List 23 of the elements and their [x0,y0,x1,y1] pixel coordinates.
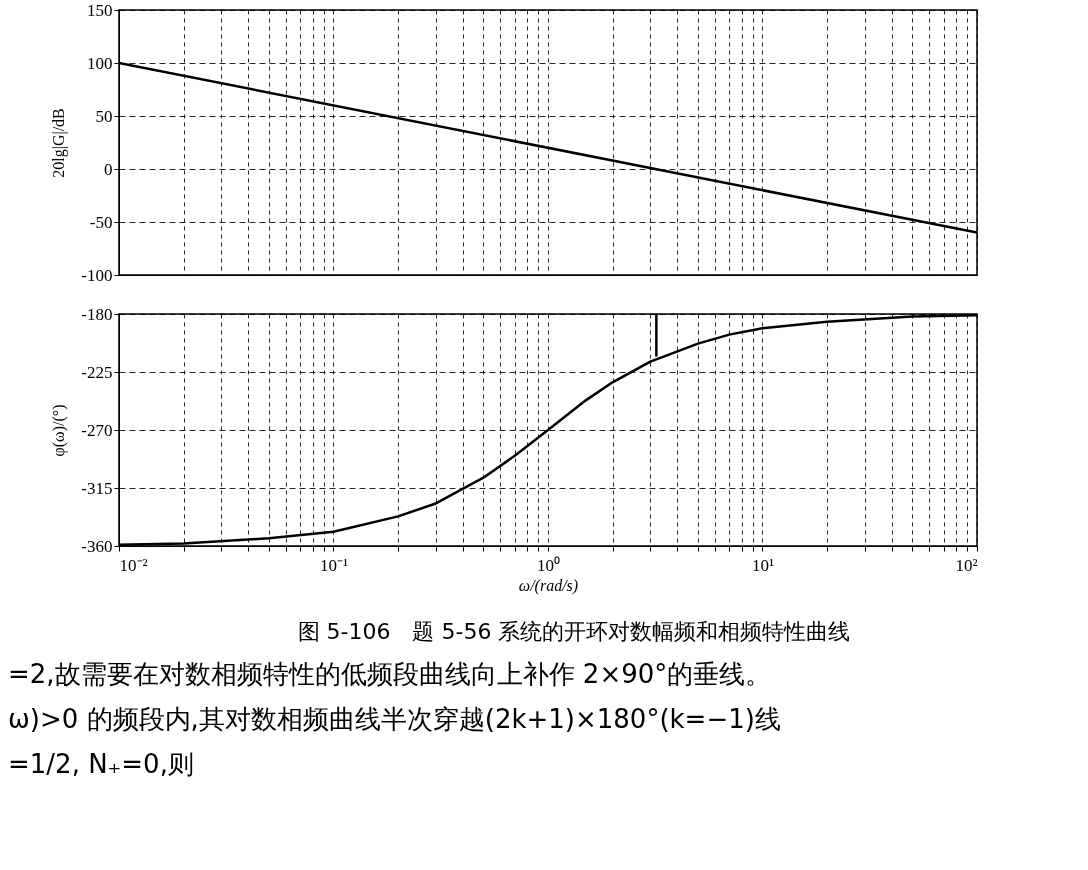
text: =1/2, N₊=0,则 [8,748,195,781]
y-tick-label: 150 [87,0,113,20]
y-axis-title: 20lg|G|/dB [50,108,69,178]
y-tick-label: 50 [95,106,113,126]
y-tick-label: -100 [81,265,113,285]
x-tick-label: 10¹ [751,555,775,575]
x-tick-label: 10⁻² [119,555,148,575]
x-tick-label: 10⁻¹ [319,555,349,575]
y-tick-label: -50 [89,212,113,232]
y-tick-label: 100 [87,53,113,73]
y-tick-label: 0 [104,159,113,179]
text: =2,故需要在对数相频特性的低频段曲线向上补作 2×90°的垂线。 [8,658,773,691]
y-tick-label: -225 [81,362,113,382]
x-tick-label: 10⁰ [537,555,560,575]
x-tick-label: 10² [955,555,978,575]
text: 图 5-106 题 5-56 系统的开环对数幅频和相频特性曲线 [296,618,852,646]
y-tick-label: -270 [81,420,113,440]
y-tick-label: -360 [81,536,113,556]
text: ω)>0 的频段内,其对数相频曲线半次穿越(2k+1)×180°(k=−1)线 [8,703,782,736]
y-tick-label: -180 [81,304,113,324]
y-tick-label: -315 [81,478,113,498]
x-axis-title: ω/(rad/s) [518,576,579,595]
y-axis-title: φ(ω)/(°) [50,404,69,457]
